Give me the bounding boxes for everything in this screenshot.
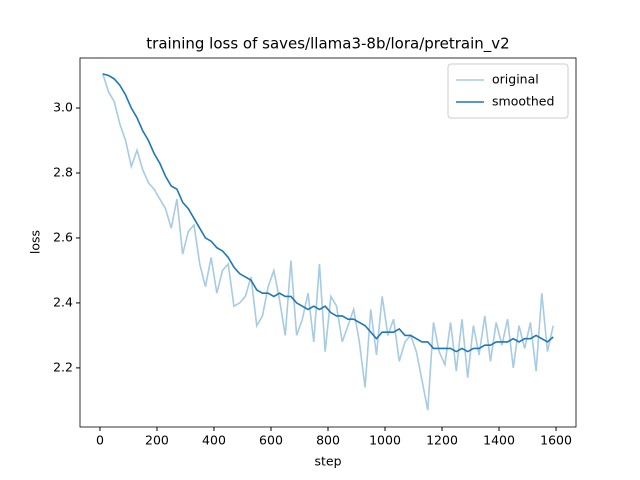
legend-box bbox=[447, 63, 569, 119]
axes-frame bbox=[79, 57, 577, 428]
y-tick-label: 2.2 bbox=[53, 359, 73, 374]
x-tick-label: 1000 bbox=[369, 433, 401, 448]
x-tick-label: 800 bbox=[316, 433, 340, 448]
legend-label: original bbox=[492, 72, 539, 87]
y-tick-label: 2.6 bbox=[53, 229, 73, 244]
y-tick-label: 2.8 bbox=[53, 164, 73, 179]
x-tick-label: 600 bbox=[259, 433, 283, 448]
chart-title: training loss of saves/llama3-8b/lora/pr… bbox=[146, 35, 509, 54]
x-tick-label: 200 bbox=[145, 433, 169, 448]
x-tick-label: 400 bbox=[202, 433, 226, 448]
y-tick-label: 3.0 bbox=[53, 100, 73, 115]
x-tick-label: 0 bbox=[96, 433, 104, 448]
legend-label: smoothed bbox=[492, 94, 554, 109]
line-original bbox=[102, 73, 554, 411]
x-tick-label: 1200 bbox=[426, 433, 458, 448]
x-tick-label: 1600 bbox=[540, 433, 572, 448]
line-smoothed bbox=[102, 73, 554, 353]
x-axis-label: step bbox=[314, 454, 341, 469]
x-tick-label: 1400 bbox=[483, 433, 515, 448]
y-axis-label: loss bbox=[28, 230, 43, 254]
y-tick-label: 2.4 bbox=[53, 294, 73, 309]
